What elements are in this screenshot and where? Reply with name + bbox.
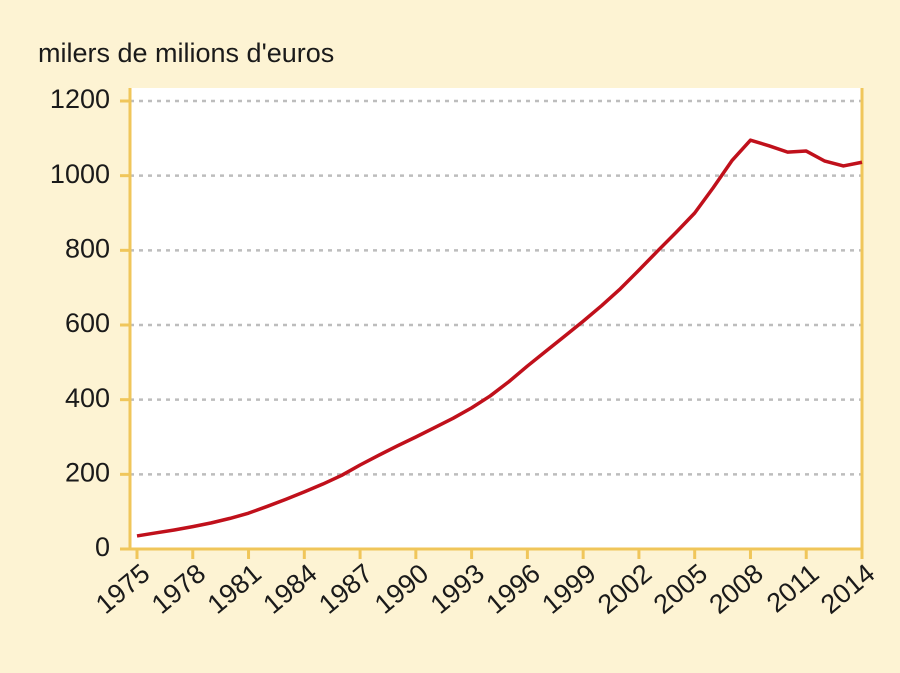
chart-title: milers de milions d'euros — [38, 38, 334, 68]
x-tick-label: 1975 — [90, 558, 155, 620]
y-tick-label: 200 — [65, 457, 110, 487]
x-tick-label: 2002 — [592, 558, 657, 620]
line — [136, 138, 863, 538]
y-tick-label: 600 — [65, 308, 110, 338]
y-tick-label: 0 — [95, 532, 110, 562]
y-tick-label: 800 — [65, 233, 110, 263]
x-tick-label: 1996 — [481, 558, 546, 620]
x-tick-label: 1993 — [425, 558, 490, 620]
y-tick-label: 1000 — [50, 159, 110, 189]
x-tick-label: 1990 — [369, 558, 434, 620]
x-tick-label: 2005 — [648, 558, 713, 620]
x-tick-label: 1981 — [202, 558, 267, 620]
x-tick-label: 2011 — [761, 558, 825, 618]
x-tick-label: 1978 — [146, 558, 211, 620]
x-tick-label: 2014 — [815, 558, 880, 620]
x-tick-label: 1987 — [313, 558, 378, 620]
y-tick-label: 1200 — [50, 84, 110, 114]
x-tick-label: 1999 — [536, 558, 601, 620]
x-tick-label: 2008 — [704, 558, 769, 620]
x-tick-label: 1984 — [257, 558, 322, 620]
plot-area — [130, 88, 862, 549]
y-tick-label: 400 — [65, 383, 110, 413]
